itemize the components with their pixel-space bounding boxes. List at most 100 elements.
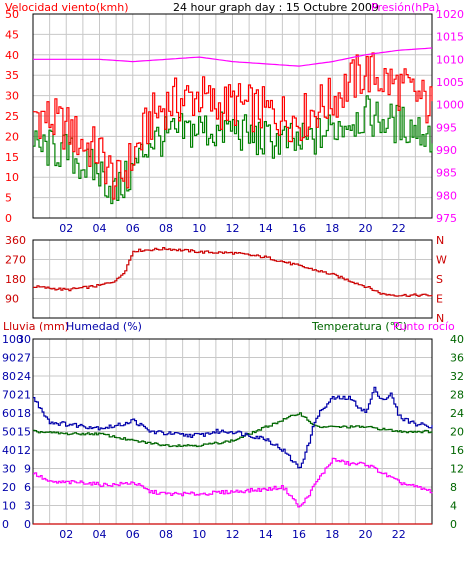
rain-y-tick-label: 9 — [24, 463, 31, 476]
temperature-axis-label: Temperatura (°C) — [311, 320, 407, 333]
direction-compass-label: E — [436, 293, 443, 306]
temperature-y-tick-label: 8 — [450, 481, 457, 494]
temperature-y-tick-label: 36 — [450, 352, 464, 365]
pressure-y-tick-label: 985 — [436, 167, 457, 180]
wind-y-tick-label: 10 — [5, 171, 19, 184]
humidity-temperature-panel: 1009080706050403020100302724211815129630… — [2, 333, 464, 541]
humidity-y-tick-label: 40 — [2, 444, 16, 457]
rain-y-tick-label: 21 — [17, 389, 31, 402]
rain-y-tick-label: 3 — [24, 500, 31, 513]
humidity-line — [33, 386, 433, 469]
x-tick-label: 12 — [226, 222, 240, 235]
pressure-y-tick-label: 1005 — [436, 76, 464, 89]
x-tick-label: 14 — [259, 528, 273, 541]
humidity-y-tick-label: 50 — [2, 426, 16, 439]
direction-compass-label: S — [436, 273, 443, 286]
pressure-y-tick-label: 1000 — [436, 99, 464, 112]
x-tick-label: 02 — [59, 222, 73, 235]
rain-y-tick-label: 24 — [17, 370, 31, 383]
x-tick-label: 18 — [325, 528, 339, 541]
x-tick-label: 08 — [159, 222, 173, 235]
rain-y-tick-label: 15 — [17, 426, 31, 439]
dewpoint-line — [33, 457, 433, 508]
wind-y-tick-label: 30 — [5, 90, 19, 103]
temperature-line — [33, 412, 433, 448]
wind-y-tick-label: 40 — [5, 49, 19, 62]
wind-axis-label: Velocidad viento(kmh) — [5, 1, 129, 14]
direction-y-tick-label: 90 — [5, 293, 19, 306]
x-tick-label: 10 — [192, 222, 206, 235]
temperature-y-tick-label: 20 — [450, 426, 464, 439]
temperature-y-tick-label: 0 — [450, 518, 457, 531]
rain-y-tick-label: 27 — [17, 352, 31, 365]
x-tick-label: 20 — [359, 222, 373, 235]
rain-y-tick-label: 6 — [24, 481, 31, 494]
dewpoint-axis-label: Punto rocío — [393, 320, 455, 333]
humidity-axis-label: Humedad (%) — [66, 320, 142, 333]
wind-y-tick-label: 25 — [5, 110, 19, 123]
pressure-axis-label: Presión(hPa) — [371, 1, 439, 14]
wind-y-tick-label: 45 — [5, 28, 19, 41]
wind-y-tick-label: 15 — [5, 151, 19, 164]
pressure-y-tick-label: 1020 — [436, 8, 464, 21]
chart-title: 24 hour graph day : 15 Octubre 2009 — [173, 1, 379, 14]
x-tick-label: 12 — [226, 528, 240, 541]
plot-frame — [32, 13, 433, 219]
pressure-y-tick-label: 995 — [436, 121, 457, 134]
x-tick-label: 02 — [59, 528, 73, 541]
wind-y-tick-label: 35 — [5, 69, 19, 82]
temperature-y-tick-label: 4 — [450, 500, 457, 513]
wind-y-tick-label: 20 — [5, 130, 19, 143]
x-tick-label: 22 — [392, 222, 406, 235]
humidity-y-tick-label: 70 — [2, 389, 16, 402]
direction-compass-label: N — [436, 312, 444, 325]
humidity-y-tick-label: 60 — [2, 407, 16, 420]
x-tick-label: 10 — [192, 528, 206, 541]
wind-panel: 5045403530252015105010201015101010051000… — [5, 8, 464, 235]
wind-speed-line — [33, 52, 433, 200]
x-tick-label: 06 — [126, 222, 140, 235]
x-tick-label: 16 — [292, 528, 306, 541]
direction-y-tick-label: 360 — [5, 234, 26, 247]
x-tick-label: 08 — [159, 528, 173, 541]
direction-y-tick-label: 180 — [5, 273, 26, 286]
humidity-y-tick-label: 100 — [2, 333, 23, 346]
pressure-y-tick-label: 1010 — [436, 53, 464, 66]
humidity-y-tick-label: 0 — [2, 518, 9, 531]
direction-compass-label: W — [436, 254, 447, 267]
direction-y-tick-label: 270 — [5, 254, 26, 267]
rain-y-tick-label: 30 — [17, 333, 31, 346]
humidity-y-tick-label: 30 — [2, 463, 16, 476]
pressure-y-tick-label: 980 — [436, 189, 457, 202]
temperature-y-tick-label: 24 — [450, 407, 464, 420]
pressure-y-tick-label: 975 — [436, 212, 457, 225]
x-tick-label: 04 — [93, 528, 107, 541]
rain-axis-label: Lluvia (mm) — [3, 320, 69, 333]
rain-y-tick-label: 18 — [17, 407, 31, 420]
direction-compass-label: N — [436, 234, 444, 247]
pressure-y-tick-label: 990 — [436, 144, 457, 157]
x-tick-label: 06 — [126, 528, 140, 541]
temperature-y-tick-label: 12 — [450, 463, 464, 476]
humidity-y-tick-label: 90 — [2, 352, 16, 365]
wind-direction-line — [33, 247, 433, 297]
wind-y-tick-label: 5 — [5, 192, 12, 205]
rain-y-tick-label: 12 — [17, 444, 31, 457]
temperature-y-tick-label: 16 — [450, 444, 464, 457]
x-tick-label: 22 — [392, 528, 406, 541]
x-tick-label: 14 — [259, 222, 273, 235]
x-tick-label: 20 — [359, 528, 373, 541]
x-tick-label: 18 — [325, 222, 339, 235]
pressure-line — [33, 47, 433, 67]
humidity-y-tick-label: 80 — [2, 370, 16, 383]
wind-y-tick-label: 50 — [5, 8, 19, 21]
x-tick-label: 04 — [93, 222, 107, 235]
temperature-y-tick-label: 40 — [450, 333, 464, 346]
wind-average-line — [33, 95, 433, 205]
temperature-y-tick-label: 32 — [450, 370, 464, 383]
plot-frame — [32, 239, 433, 319]
humidity-y-tick-label: 10 — [2, 500, 16, 513]
temperature-y-tick-label: 28 — [450, 389, 464, 402]
